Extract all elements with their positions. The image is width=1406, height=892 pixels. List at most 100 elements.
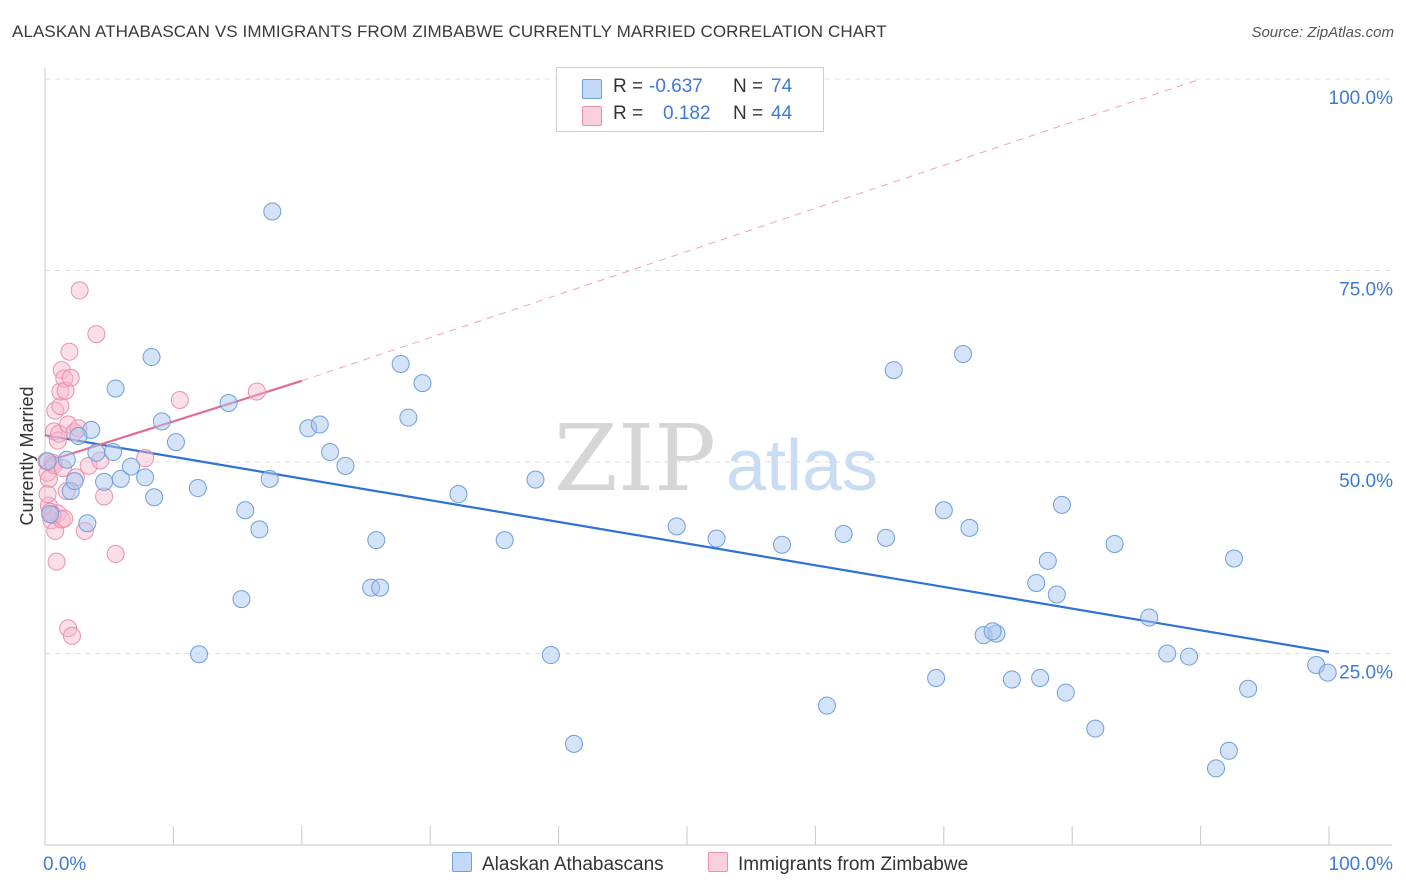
data-point-athabascan: [236, 501, 255, 520]
y-tick-label: 50.0%: [1339, 471, 1393, 492]
data-point-athabascan: [219, 394, 238, 413]
data-point-athabascan: [367, 531, 386, 550]
x-tick-label: 0.0%: [43, 854, 86, 875]
legend-r-label: R =: [613, 103, 644, 124]
data-point-athabascan: [41, 505, 60, 524]
legend-swatch-blue: [582, 79, 602, 99]
trend-line-athabascan: [44, 434, 1330, 654]
data-point-athabascan: [1027, 574, 1046, 593]
data-point-athabascan: [250, 520, 269, 539]
bottom-legend-label: Immigrants from Zimbabwe: [738, 854, 969, 875]
data-point-zimbabwe: [46, 521, 65, 540]
data-point-athabascan: [1002, 670, 1021, 689]
data-point-athabascan: [111, 469, 130, 488]
bottom-legend-athabascan: Alaskan Athabascans: [452, 852, 664, 876]
data-point-athabascan: [38, 452, 57, 471]
data-point-athabascan: [152, 412, 171, 431]
data-point-athabascan: [877, 528, 896, 547]
legend-n-value: 44: [771, 103, 793, 124]
chart-title: ALASKAN ATHABASCAN VS IMMIGRANTS FROM ZI…: [12, 22, 887, 41]
data-point-zimbabwe: [247, 382, 266, 401]
legend-n-label: N =: [733, 103, 764, 124]
data-point-athabascan: [104, 443, 123, 462]
data-point-athabascan: [773, 535, 792, 554]
trend-line-zimbabwe: [44, 379, 303, 464]
legend-r-value: -0.637: [649, 76, 703, 97]
data-point-athabascan: [145, 488, 164, 507]
data-point-athabascan: [310, 415, 329, 434]
data-point-athabascan: [1158, 644, 1177, 663]
legend-swatch-pink: [582, 106, 602, 126]
data-point-athabascan: [263, 202, 282, 221]
data-point-athabascan: [232, 590, 251, 609]
data-point-athabascan: [399, 408, 418, 427]
data-point-athabascan: [565, 734, 584, 753]
data-point-zimbabwe: [62, 626, 81, 645]
data-point-athabascan: [336, 456, 355, 475]
data-point-athabascan: [190, 645, 209, 664]
legend-n-value: 74: [771, 76, 793, 97]
data-point-athabascan: [817, 696, 836, 715]
data-point-athabascan: [78, 514, 97, 533]
data-point-athabascan: [541, 646, 560, 665]
bottom-legend-swatch-blue: [452, 852, 472, 872]
data-point-athabascan: [1038, 551, 1057, 570]
data-point-athabascan: [884, 361, 903, 380]
data-point-athabascan: [834, 525, 853, 544]
y-tick-label: 100.0%: [1329, 88, 1394, 109]
data-point-athabascan: [106, 379, 125, 398]
data-point-athabascan: [57, 450, 76, 469]
data-point-athabascan: [1052, 495, 1071, 514]
data-point-zimbabwe: [87, 325, 106, 344]
data-point-athabascan: [69, 426, 88, 445]
data-point-athabascan: [1056, 683, 1075, 702]
data-point-zimbabwe: [59, 415, 78, 434]
data-point-athabascan: [391, 354, 410, 373]
data-point-athabascan: [188, 479, 207, 498]
data-point-athabascan: [983, 622, 1002, 641]
legend-r-value: 0.182: [663, 103, 711, 124]
x-tick-label: 100.0%: [1329, 854, 1394, 875]
data-point-athabascan: [449, 485, 468, 504]
watermark-zip: ZIP: [554, 405, 716, 512]
bottom-legend-zimbabwe: Immigrants from Zimbabwe: [708, 852, 968, 876]
data-point-zimbabwe: [170, 390, 189, 409]
data-point-athabascan: [526, 470, 545, 489]
y-tick-label: 25.0%: [1339, 663, 1393, 684]
source-label: Source: ZipAtlas.com: [1251, 24, 1394, 41]
data-point-athabascan: [960, 518, 979, 537]
legend-r-label: R =: [613, 76, 644, 97]
data-point-athabascan: [1207, 759, 1226, 778]
data-point-athabascan: [1086, 719, 1105, 738]
data-point-athabascan: [1219, 741, 1238, 760]
data-point-zimbabwe: [136, 449, 155, 468]
data-point-athabascan: [260, 469, 279, 488]
data-point-zimbabwe: [70, 281, 89, 300]
data-point-athabascan: [95, 472, 114, 491]
data-point-athabascan: [1047, 585, 1066, 604]
data-point-athabascan: [166, 433, 185, 452]
trend-line-zimbabwe-extended: [301, 78, 1201, 382]
data-point-athabascan: [87, 443, 106, 462]
data-point-zimbabwe: [48, 431, 67, 450]
data-point-athabascan: [707, 529, 726, 548]
data-point-athabascan: [136, 468, 155, 487]
data-point-athabascan: [927, 669, 946, 688]
data-point-athabascan: [321, 443, 340, 462]
data-point-athabascan: [934, 501, 953, 520]
data-point-zimbabwe: [38, 485, 57, 504]
bottom-legend-label: Alaskan Athabascans: [482, 854, 664, 875]
data-point-zimbabwe: [61, 368, 80, 387]
data-point-athabascan: [122, 457, 141, 476]
data-point-athabascan: [1140, 608, 1159, 627]
legend-row-zimbabwe: R = 0.182 N = 44: [557, 101, 823, 129]
data-point-athabascan: [1224, 549, 1243, 568]
bottom-legend-swatch-pink: [708, 852, 728, 872]
y-tick-label: 75.0%: [1339, 280, 1393, 301]
data-point-athabascan: [371, 578, 390, 597]
data-point-athabascan: [1180, 647, 1199, 666]
data-point-zimbabwe: [60, 342, 79, 361]
data-point-athabascan: [667, 517, 686, 536]
data-point-athabascan: [65, 472, 84, 491]
